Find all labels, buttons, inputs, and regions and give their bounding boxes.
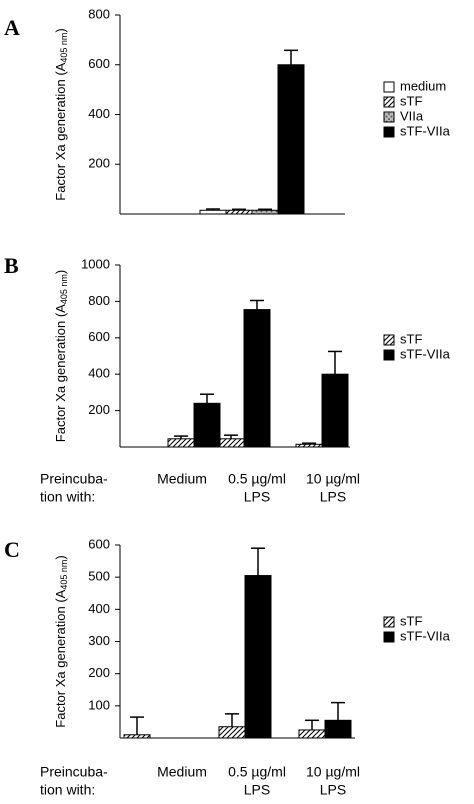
y-tick-label: 1000 <box>81 256 110 271</box>
y-tick-label: 400 <box>88 106 110 121</box>
legend-swatch <box>383 96 395 108</box>
y-tick-label: 800 <box>88 6 110 21</box>
bar <box>167 438 195 448</box>
legend-label: sTF <box>400 331 422 346</box>
legend-swatch <box>383 81 395 93</box>
bar <box>218 726 246 739</box>
y-tick-label: 200 <box>88 156 110 171</box>
x-tick-label: LPS <box>320 489 346 505</box>
y-axis-label-end: ) <box>53 28 68 32</box>
bar <box>298 729 326 739</box>
legend-label: VIIa <box>400 108 424 123</box>
legend-label: sTF <box>400 93 422 108</box>
bar <box>251 209 279 215</box>
bar <box>324 719 352 739</box>
legend-swatch <box>383 126 395 138</box>
y-tick-label: 100 <box>88 697 110 712</box>
legend-label: sTF-VIIa <box>400 346 451 361</box>
x-tick-label: Medium <box>157 764 207 780</box>
row-label: tion with: <box>40 489 95 505</box>
row-label: tion with: <box>40 782 95 798</box>
legend-swatch <box>383 616 395 628</box>
bar <box>225 209 253 215</box>
bar <box>244 575 272 739</box>
y-axis-label-text: Factor Xa generation (A <box>53 62 68 200</box>
y-axis-label-text: Factor Xa generation (A <box>53 589 68 727</box>
row-label: Preincuba- <box>40 764 108 780</box>
y-axis-label-end: ) <box>53 270 68 274</box>
bar <box>193 402 221 448</box>
y-tick-label: 600 <box>88 329 110 344</box>
y-axis-label-sub: 405 nm <box>59 33 69 63</box>
x-tick-label: Medium <box>157 471 207 487</box>
x-tick-label: LPS <box>320 782 346 798</box>
bar <box>295 443 323 448</box>
legend-label: sTF-VIIa <box>400 123 451 138</box>
y-axis-label-sub: 405 nm <box>59 274 69 304</box>
y-tick-label: 300 <box>88 633 110 648</box>
y-axis-label: Factor Xa generation (A405 nm) <box>53 555 69 727</box>
legend-swatch <box>383 334 395 346</box>
legend-swatch <box>383 631 395 643</box>
y-axis-label: Factor Xa generation (A405 nm) <box>53 28 69 200</box>
bar <box>217 438 245 448</box>
bar <box>123 734 151 739</box>
y-tick-label: 800 <box>88 293 110 308</box>
y-tick-label: 200 <box>88 402 110 417</box>
legend-label: medium <box>400 78 446 93</box>
panel-label: B <box>4 253 19 278</box>
y-tick-label: 400 <box>88 366 110 381</box>
legend-label: sTF-VIIa <box>400 628 451 643</box>
x-tick-label: 0.5 µg/ml <box>228 764 286 780</box>
x-tick-label: 0.5 µg/ml <box>228 471 286 487</box>
legend-label: sTF <box>400 613 422 628</box>
panel-label: C <box>4 537 20 562</box>
legend-swatch <box>383 349 395 361</box>
x-tick-label: LPS <box>244 782 270 798</box>
y-axis-label-end: ) <box>53 555 68 559</box>
bar <box>243 309 271 448</box>
bar <box>199 209 227 215</box>
y-tick-label: 200 <box>88 665 110 680</box>
y-tick-label: 600 <box>88 56 110 71</box>
y-axis-label: Factor Xa generation (A405 nm) <box>53 270 69 442</box>
y-tick-label: 600 <box>88 536 110 551</box>
x-tick-label: LPS <box>244 489 270 505</box>
bar <box>277 64 305 215</box>
y-axis-label-sub: 405 nm <box>59 560 69 590</box>
y-tick-label: 500 <box>88 569 110 584</box>
panel-label: A <box>4 15 20 40</box>
bar <box>321 373 349 448</box>
y-tick-label: 400 <box>88 601 110 616</box>
x-tick-label: 10 µg/ml <box>306 471 360 487</box>
row-label: Preincuba- <box>40 471 108 487</box>
y-axis-label-text: Factor Xa generation (A <box>53 304 68 442</box>
legend-swatch <box>383 111 395 123</box>
x-tick-label: 10 µg/ml <box>306 764 360 780</box>
